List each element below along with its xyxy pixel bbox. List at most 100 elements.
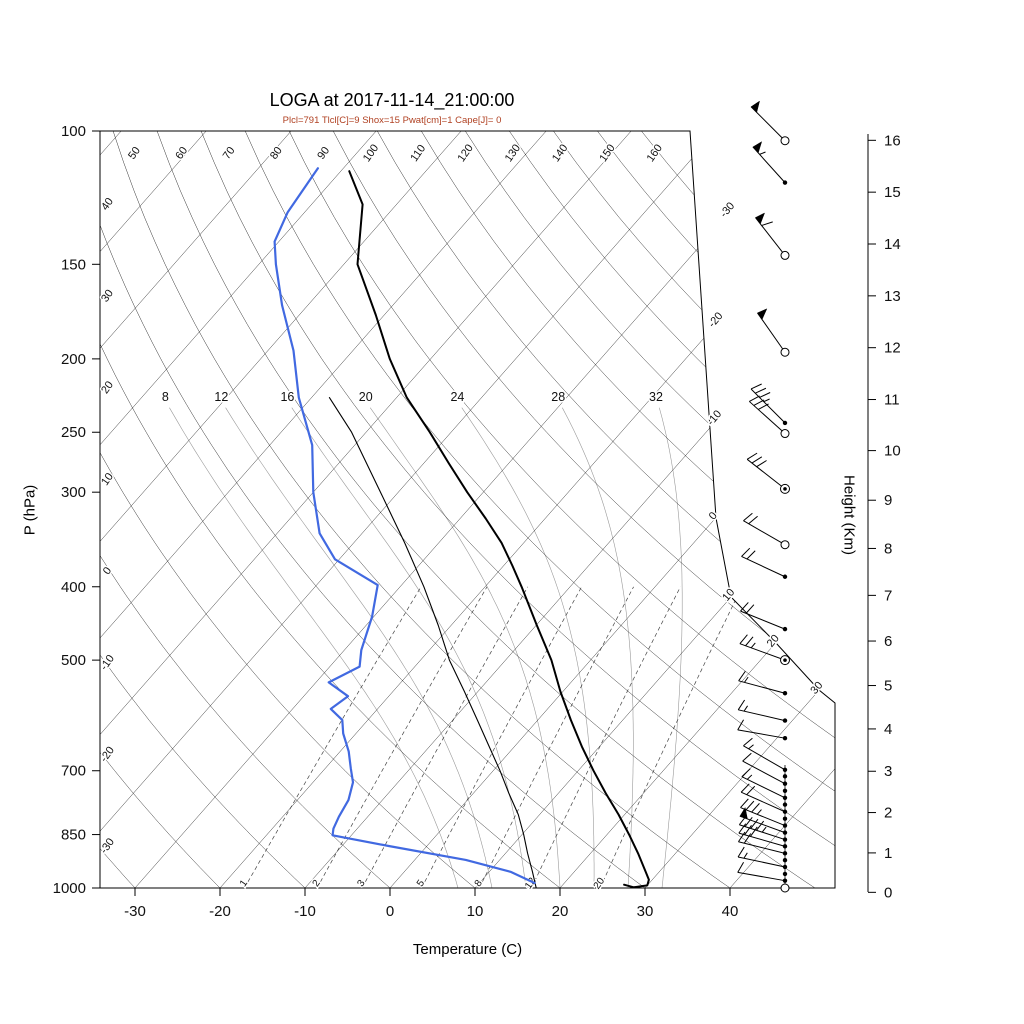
svg-text:250: 250 bbox=[61, 424, 86, 441]
wind-barb bbox=[737, 846, 788, 870]
wind-barb bbox=[750, 383, 788, 426]
svg-text:-20: -20 bbox=[706, 310, 725, 330]
wind-barb bbox=[752, 141, 788, 185]
svg-text:700: 700 bbox=[61, 763, 86, 780]
wind-barb bbox=[738, 670, 788, 696]
wind-barb bbox=[750, 100, 790, 146]
svg-text:0: 0 bbox=[707, 510, 720, 522]
svg-text:32: 32 bbox=[649, 390, 663, 404]
svg-text:12: 12 bbox=[214, 390, 228, 404]
wind-barb bbox=[741, 547, 788, 579]
profiles bbox=[273, 167, 650, 888]
svg-text:13: 13 bbox=[884, 288, 901, 305]
svg-text:20: 20 bbox=[359, 390, 373, 404]
svg-text:150: 150 bbox=[61, 256, 86, 273]
svg-text:28: 28 bbox=[551, 390, 565, 404]
svg-text:16: 16 bbox=[884, 132, 901, 149]
svg-text:110: 110 bbox=[408, 143, 428, 164]
wind-barb bbox=[738, 823, 788, 849]
wind-barb bbox=[782, 774, 788, 779]
svg-text:50: 50 bbox=[126, 145, 143, 162]
svg-text:1: 1 bbox=[884, 845, 892, 862]
wind-barb bbox=[738, 831, 788, 856]
svg-text:11: 11 bbox=[884, 392, 900, 409]
svg-text:300: 300 bbox=[61, 484, 86, 501]
svg-text:140: 140 bbox=[550, 142, 570, 164]
svg-text:0: 0 bbox=[884, 884, 892, 901]
temperature-curve bbox=[348, 170, 650, 888]
svg-text:8: 8 bbox=[162, 390, 169, 404]
grid-dry-adiabats bbox=[100, 131, 835, 888]
svg-text:4: 4 bbox=[884, 721, 892, 738]
svg-text:-30: -30 bbox=[718, 200, 737, 220]
wind-barb bbox=[782, 871, 788, 877]
wind-barb bbox=[737, 861, 788, 883]
temperature-axis-label: Temperature (C) bbox=[412, 941, 523, 958]
wind-barb bbox=[737, 719, 788, 741]
svg-text:8: 8 bbox=[884, 540, 892, 557]
svg-text:70: 70 bbox=[221, 145, 238, 162]
svg-text:80: 80 bbox=[268, 145, 285, 162]
wind-barb bbox=[782, 788, 788, 793]
svg-text:-20: -20 bbox=[209, 903, 231, 920]
svg-text:40: 40 bbox=[99, 196, 116, 213]
svg-text:500: 500 bbox=[61, 652, 86, 669]
svg-text:30: 30 bbox=[99, 288, 116, 305]
svg-text:120: 120 bbox=[455, 142, 475, 164]
svg-text:6: 6 bbox=[884, 633, 892, 650]
grid bbox=[100, 131, 835, 888]
svg-text:60: 60 bbox=[173, 145, 190, 162]
svg-text:40: 40 bbox=[722, 903, 739, 920]
svg-text:-30: -30 bbox=[124, 903, 146, 920]
svg-text:1000: 1000 bbox=[53, 880, 86, 897]
svg-text:2: 2 bbox=[311, 878, 323, 889]
svg-text:15: 15 bbox=[884, 184, 901, 201]
svg-text:14: 14 bbox=[884, 236, 901, 253]
wind-barb bbox=[780, 883, 790, 893]
svg-text:12: 12 bbox=[884, 340, 901, 357]
wind-barb bbox=[742, 752, 788, 786]
chart-subtitle: Plcl=791 Tlcl[C]=9 Shox=15 Pwat[cm]=1 Ca… bbox=[282, 115, 502, 126]
wind-barb bbox=[748, 395, 790, 439]
wind-barb bbox=[739, 634, 790, 666]
grid-isotherms bbox=[100, 131, 835, 888]
svg-text:16: 16 bbox=[280, 390, 294, 404]
svg-text:150: 150 bbox=[597, 142, 617, 164]
svg-text:20: 20 bbox=[552, 903, 569, 920]
temperature-axis: -30 -20 -10 0 10 20 30 40 bbox=[123, 888, 740, 922]
svg-text:-10: -10 bbox=[705, 408, 724, 428]
parcel-curve bbox=[328, 397, 537, 888]
svg-text:30: 30 bbox=[808, 680, 825, 697]
svg-text:2: 2 bbox=[884, 805, 892, 822]
plot-frame bbox=[99, 130, 836, 889]
svg-text:30: 30 bbox=[637, 903, 654, 920]
pressure-axis-label: P (hPa) bbox=[21, 484, 39, 536]
svg-text:0: 0 bbox=[386, 903, 394, 920]
svg-text:7: 7 bbox=[884, 587, 892, 604]
wind-barb bbox=[743, 512, 790, 550]
svg-text:10: 10 bbox=[884, 443, 901, 460]
wind-barb bbox=[746, 452, 790, 494]
wind-barb bbox=[740, 783, 788, 814]
svg-text:3: 3 bbox=[884, 763, 892, 780]
wind-barb bbox=[738, 815, 788, 842]
wind-barb bbox=[782, 802, 788, 807]
wind-barb bbox=[782, 858, 788, 863]
svg-text:850: 850 bbox=[61, 827, 86, 844]
wind-barb bbox=[782, 816, 788, 821]
wind-barb bbox=[737, 699, 788, 723]
svg-text:-30: -30 bbox=[98, 836, 117, 856]
height-axis-label: Height (Km) bbox=[840, 474, 858, 556]
svg-text:24: 24 bbox=[450, 390, 464, 404]
svg-text:3: 3 bbox=[356, 878, 368, 889]
wind-barb bbox=[740, 798, 788, 828]
wind-barb bbox=[740, 602, 788, 632]
svg-text:90: 90 bbox=[315, 145, 332, 162]
grid-mixing-ratio-lines bbox=[244, 586, 743, 888]
wind-barbs bbox=[737, 100, 790, 893]
svg-text:160: 160 bbox=[645, 142, 665, 164]
svg-text:9: 9 bbox=[884, 492, 892, 509]
svg-text:400: 400 bbox=[61, 579, 86, 596]
